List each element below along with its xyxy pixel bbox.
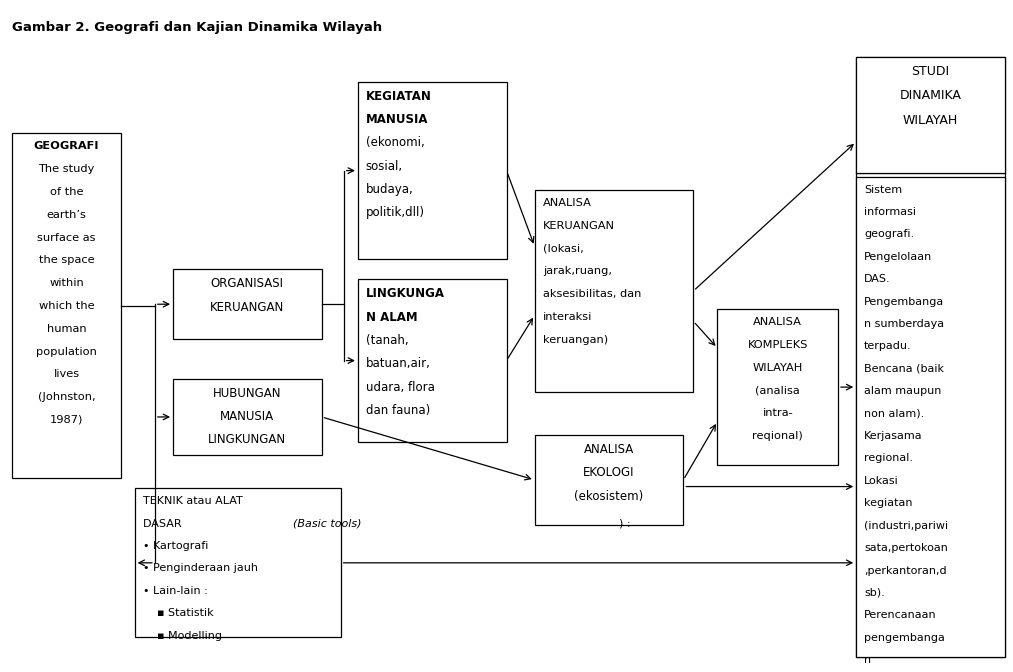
Text: Pengelolaan: Pengelolaan [864,252,932,262]
Text: WILAYAH: WILAYAH [903,114,958,127]
Text: lives: lives [54,370,79,379]
Text: (ekosistem): (ekosistem) [574,490,643,503]
Text: KERUANGAN: KERUANGAN [210,300,285,314]
Text: Gambar 2. Geografi dan Kajian Dinamika Wilayah: Gambar 2. Geografi dan Kajian Dinamika W… [12,21,382,34]
Bar [173,379,322,455]
Text: (Basic tools): (Basic tools) [294,519,362,529]
Text: reqional): reqional) [753,431,803,441]
Text: aksesibilitas, dan: aksesibilitas, dan [543,289,641,299]
Text: alam maupun: alam maupun [864,386,941,396]
Text: ANALISA: ANALISA [754,317,802,327]
Text: ) :: ) : [619,519,631,529]
Text: • Penginderaan jauh: • Penginderaan jauh [143,563,258,573]
Text: dan fauna): dan fauna) [366,404,431,417]
Text: surface as: surface as [37,233,95,243]
Text: • Lain-lain :: • Lain-lain : [143,586,208,596]
Text: TEKNIK atau ALAT: TEKNIK atau ALAT [143,496,242,506]
Bar [856,57,1005,173]
Text: ANALISA: ANALISA [543,198,592,208]
Text: geografi.: geografi. [864,229,915,239]
Text: of the: of the [50,187,83,197]
Text: Kerjasama: Kerjasama [864,431,923,441]
Bar [717,309,838,465]
Text: LINGKUNGA: LINGKUNGA [366,288,445,300]
Text: the space: the space [38,255,94,265]
Text: within: within [49,278,84,288]
Text: human: human [47,324,86,334]
Text: n sumberdaya: n sumberdaya [864,319,944,329]
Text: Perencanaan: Perencanaan [864,610,937,620]
Bar [173,269,322,339]
Text: MANUSIA: MANUSIA [220,410,275,423]
Text: DINAMIKA: DINAMIKA [900,89,961,102]
Text: sb).: sb). [864,588,885,598]
Text: GEOGRAFI: GEOGRAFI [33,141,99,151]
Text: HUBUNGAN: HUBUNGAN [213,387,282,400]
Text: 1987): 1987) [50,415,83,425]
Text: LINGKUNGAN: LINGKUNGAN [209,433,287,446]
Text: ,perkantoran,d: ,perkantoran,d [864,566,947,575]
Bar [535,435,684,525]
Text: interaksi: interaksi [543,312,592,322]
Text: (analisa: (analisa [756,386,800,396]
Text: intra-: intra- [763,409,793,418]
Text: Lokasi: Lokasi [864,476,899,486]
Text: (lokasi,: (lokasi, [543,243,583,253]
Text: n: n [864,655,871,665]
Text: (ekonomi,: (ekonomi, [366,136,424,149]
Bar [856,57,1005,657]
Text: MANUSIA: MANUSIA [366,113,428,126]
Text: regional.: regional. [864,454,913,464]
Bar [856,177,1005,657]
Text: population: population [36,347,97,357]
Text: sosial,: sosial, [366,160,403,173]
Text: (Johnston,: (Johnston, [37,392,95,402]
Text: (industri,pariwi: (industri,pariwi [864,521,948,531]
Text: KEGIATAN: KEGIATAN [366,89,432,103]
Text: Sistem: Sistem [864,185,903,194]
Text: sata,pertokoan: sata,pertokoan [864,543,948,553]
Text: jarak,ruang,: jarak,ruang, [543,266,612,276]
Text: budaya,: budaya, [366,183,413,196]
Text: ORGANISASI: ORGANISASI [211,278,284,290]
Text: DAS.: DAS. [864,274,890,284]
Bar [135,489,340,638]
Text: WILAYAH: WILAYAH [753,363,803,373]
Text: udara, flora: udara, flora [366,381,435,394]
Bar [12,134,121,478]
Text: Bencana (baik: Bencana (baik [864,364,944,374]
Bar [358,82,506,259]
Text: keruangan): keruangan) [543,335,608,345]
Text: STUDI: STUDI [912,65,949,78]
Text: pengembanga: pengembanga [864,633,945,643]
Text: KOMPLEKS: KOMPLEKS [748,340,808,350]
Text: batuan,air,: batuan,air, [366,358,431,370]
Text: ▪ Statistik: ▪ Statistik [143,608,214,618]
Text: • Kartografi: • Kartografi [143,541,209,551]
Text: ANALISA: ANALISA [583,443,634,456]
Bar [358,280,506,442]
Text: (tanah,: (tanah, [366,334,408,347]
Text: ▪ Modelling: ▪ Modelling [143,630,222,640]
Text: terpadu.: terpadu. [864,341,912,351]
Text: which the: which the [38,301,94,311]
Text: informasi: informasi [864,207,916,217]
Text: earth’s: earth’s [47,210,86,220]
Text: DASAR: DASAR [143,519,185,529]
Text: N ALAM: N ALAM [366,310,417,324]
Text: kegiatan: kegiatan [864,499,913,508]
Text: EKOLOGI: EKOLOGI [583,466,635,480]
Text: Pengembanga: Pengembanga [864,296,944,306]
Text: KERUANGAN: KERUANGAN [543,220,615,230]
Text: The study: The study [38,164,94,174]
Text: politik,dll): politik,dll) [366,206,424,220]
Text: non alam).: non alam). [864,409,925,419]
Bar [535,190,693,392]
